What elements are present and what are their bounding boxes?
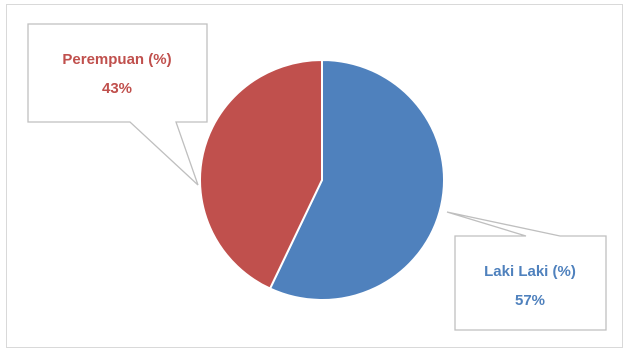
callout-laki-laki: Laki Laki (%) 57% xyxy=(446,211,607,331)
callout-box-perempuan xyxy=(27,23,208,186)
callout-perempuan: Perempuan (%) 43% xyxy=(27,23,208,186)
pie-slice-perempuan xyxy=(198,58,323,290)
data-label-laki-laki-value: 57% xyxy=(515,292,545,309)
pie-slice-laki-laki xyxy=(268,58,445,301)
data-label-laki-laki-name: Laki Laki (%) xyxy=(484,263,576,280)
data-label-perempuan-value: 43% xyxy=(102,80,132,97)
pie-slices-group xyxy=(198,58,445,301)
data-label-perempuan-name: Perempuan (%) xyxy=(62,51,171,68)
callout-box-laki-laki xyxy=(446,211,607,331)
